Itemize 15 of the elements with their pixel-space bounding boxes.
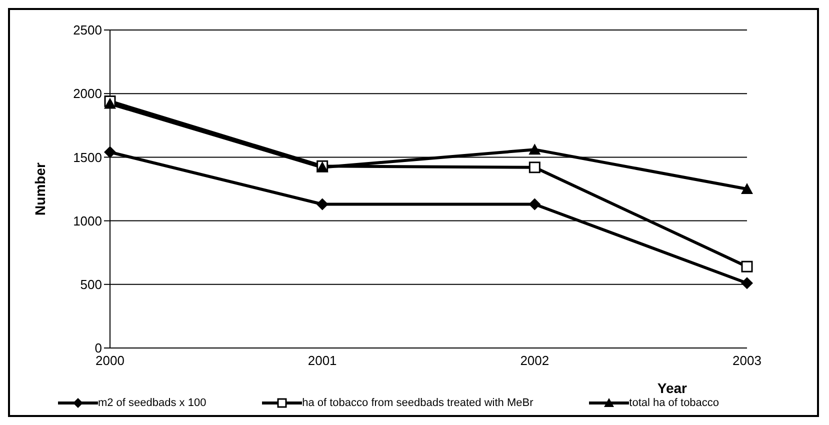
y-tick-label: 2500 <box>73 22 102 38</box>
x-tick-label: 2003 <box>732 353 762 368</box>
x-tick-label: 2002 <box>520 353 550 368</box>
legend-label: m2 of seedbads x 100 <box>98 397 206 409</box>
legend-label: total ha of tobacco <box>629 397 720 409</box>
y-tick-label: 0 <box>94 340 102 356</box>
y-axis-title: Number <box>32 162 48 216</box>
x-tick-label: 2001 <box>308 353 337 368</box>
y-tick-label: 500 <box>80 277 102 292</box>
y-tick-label: 1500 <box>73 150 102 165</box>
y-tick-label: 1000 <box>73 213 102 228</box>
legend-label: ha of tobacco from seedbads treated with MeBr <box>302 397 534 409</box>
y-tick-label: 2000 <box>73 86 102 102</box>
x-axis-title: Year <box>657 380 688 396</box>
x-tick-label: 2000 <box>96 353 124 368</box>
